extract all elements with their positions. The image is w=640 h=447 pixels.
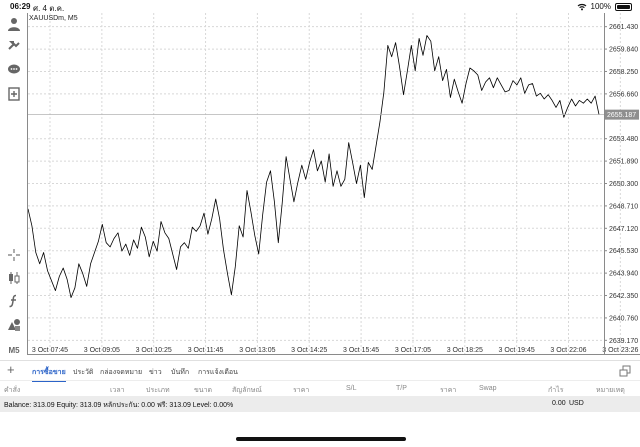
price-axis-line: [604, 13, 605, 354]
column-type: ประเภท: [146, 387, 170, 394]
column-time: เวลา: [110, 387, 125, 394]
user-icon[interactable]: [6, 16, 22, 32]
status-time: 06:29: [10, 2, 31, 11]
account-summary: Balance: 313.09 Equity: 313.09 หลักประกั…: [0, 396, 640, 412]
column-order: คำสั่ง: [4, 387, 21, 394]
left-toolbar: M5: [0, 13, 27, 355]
candlestick-icon[interactable]: [6, 270, 22, 286]
battery-icon: [615, 2, 632, 11]
x-tick-label: 3 Oct 18:25: [447, 347, 483, 354]
objects-icon[interactable]: [6, 317, 22, 333]
tab-trading[interactable]: การซื้อขาย: [32, 369, 66, 376]
column-price: ราคา: [293, 387, 310, 394]
profit-total: 0.00: [552, 400, 566, 407]
y-tick-label: 2651.890: [609, 159, 638, 166]
x-tick-label: 3 Oct 23:26: [602, 347, 638, 354]
x-tick-label: 3 Oct 10:25: [136, 347, 172, 354]
tab-history[interactable]: ประวัติ: [73, 369, 94, 376]
timeframe-icon[interactable]: M5: [8, 345, 20, 355]
column-tp: T/P: [396, 385, 407, 392]
x-tick-label: 3 Oct 14:25: [291, 347, 327, 354]
current-price-badge: [605, 109, 639, 120]
y-tick-label: 2640.760: [609, 315, 638, 322]
column-size: ขนาด: [194, 387, 213, 394]
x-tick-label: 3 Oct 17:05: [395, 347, 431, 354]
x-tick-label: 3 Oct 09:05: [84, 347, 120, 354]
price-series-line: [28, 35, 600, 299]
active-tab-indicator: [32, 380, 66, 382]
battery-percent: 100%: [590, 2, 611, 11]
chart-area[interactable]: 2661.430 2659.840 2658.250 2656.660 2653.480…: [27, 13, 640, 355]
connect-icon[interactable]: [6, 38, 22, 54]
bottom-tabs: + การซื้อขาย ประวัติ กล่องจดหมาย ข่าว บั…: [0, 360, 640, 382]
y-tick-label: 2661.430: [609, 24, 638, 31]
new-document-icon[interactable]: [6, 86, 22, 102]
column-swap: Swap: [479, 385, 497, 392]
x-tick-label: 3 Oct 15:45: [343, 347, 379, 354]
status-right: 100%: [577, 2, 632, 11]
x-tick-label: 3 Oct 19:45: [499, 347, 535, 354]
x-tick-label: 3 Oct 13:05: [239, 347, 275, 354]
column-headers: คำสั่ง เวลา ประเภท ขนาด สัญลักษณ์ ราคา S…: [0, 380, 640, 395]
current-price-label: 2655.187: [607, 112, 636, 119]
add-button[interactable]: +: [7, 362, 15, 377]
x-tick-label: 3 Oct 07:45: [32, 347, 68, 354]
x-tick-label: 3 Oct 11:45: [188, 347, 224, 354]
y-tick-label: 2658.250: [609, 69, 638, 76]
tab-mailbox[interactable]: กล่องจดหมาย: [100, 369, 143, 376]
crosshair-icon[interactable]: [6, 247, 22, 263]
column-comment: หมายเหตุ: [596, 387, 625, 394]
chat-icon[interactable]: [6, 62, 22, 78]
wifi-icon: [577, 3, 586, 10]
y-tick-label: 2659.840: [609, 47, 638, 54]
tab-journal[interactable]: บันทึก: [171, 369, 190, 376]
y-tick-label: 2642.350: [609, 293, 638, 300]
y-tick-label: 2656.660: [609, 91, 638, 98]
status-bar: 06:29 ศ. 4 ต.ค. 100%: [0, 0, 640, 13]
y-tick-label: 2650.300: [609, 181, 638, 188]
y-tick-label: 2653.480: [609, 136, 638, 143]
status-date: ศ. 4 ต.ค.: [33, 4, 65, 13]
home-indicator: [236, 437, 406, 441]
price-chart[interactable]: 2661.430 2659.840 2658.250 2656.660 2653.480…: [28, 13, 640, 355]
function-icon[interactable]: [6, 293, 22, 309]
y-tick-label: 2643.940: [609, 271, 638, 278]
y-tick-label: 2647.120: [609, 226, 638, 233]
chart-grid: [28, 13, 621, 354]
column-sl: S/L: [346, 385, 357, 392]
y-tick-label: 2645.530: [609, 248, 638, 255]
y-tick-label: 2639.170: [609, 338, 638, 345]
window-settings-icon[interactable]: [619, 365, 631, 377]
account-summary-text: Balance: 313.09 Equity: 313.09 หลักประกั…: [4, 402, 234, 409]
tab-news[interactable]: ข่าว: [149, 369, 162, 376]
column-symbol: สัญลักษณ์: [232, 387, 262, 394]
chart-title: XAUUSDm, M5: [29, 15, 78, 22]
currency-label: USD: [569, 400, 584, 407]
column-current-price: ราคา: [440, 387, 457, 394]
y-tick-label: 2648.710: [609, 203, 638, 210]
column-profit: กำไร: [548, 387, 564, 394]
tab-alerts[interactable]: การแจ้งเตือน: [198, 369, 238, 376]
x-tick-label: 3 Oct 22:06: [550, 347, 586, 354]
